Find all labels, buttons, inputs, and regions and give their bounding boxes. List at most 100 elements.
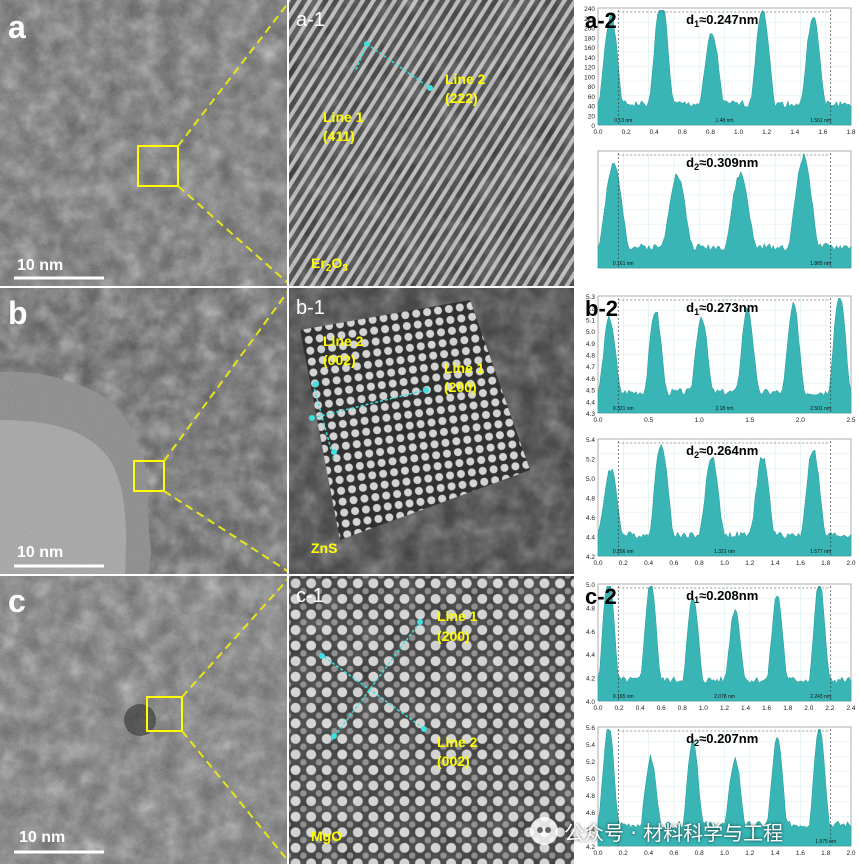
measure-readout: 0.161 nm [613, 261, 634, 267]
y-tick-label: 5.4 [586, 742, 595, 749]
x-tick-label: 0.8 [678, 705, 687, 712]
line1-name-b1: Line 1 [444, 360, 485, 376]
y-tick-label: 5.0 [586, 476, 595, 483]
measure-readout: 1.561 nm [810, 118, 831, 124]
measure-readout: 1.865 nm [810, 261, 831, 267]
line2-name-a1: Line 2 [445, 71, 486, 87]
line1-plane-a1: (411) [323, 128, 355, 144]
x-tick-label: 1.4 [771, 850, 780, 857]
y-tick-label: 4.8 [586, 496, 595, 503]
x-tick-label: 1.0 [720, 850, 729, 857]
panel-label-b: b [8, 295, 28, 331]
y-tick-label: 5.4 [586, 437, 595, 444]
x-tick-label: 1.4 [741, 705, 750, 712]
x-tick-label: 0.2 [615, 705, 624, 712]
profile-chart-c2-bottom: 5.6 5.4 5.2 5.0 4.8 4.6 4.4 4.20.0 0.2 0.4 0.6 0.8 1… [574, 719, 859, 864]
y-tick-label: 4.4 [586, 827, 595, 834]
d-spacing-label: d2≈0.309nm [686, 155, 758, 172]
x-tick-label: 2.2 [825, 705, 834, 712]
zoom-guide-b-top [163, 289, 290, 462]
x-tick-label: 1.0 [699, 705, 708, 712]
x-tick-label: 0.2 [622, 129, 631, 136]
y-tick-label: 4.3 [586, 411, 595, 418]
zoom-box-b [133, 460, 165, 492]
y-tick-label: 80 [588, 84, 596, 91]
x-tick-label: 1.8 [821, 850, 830, 857]
tem-panel-a [0, 0, 287, 286]
y-tick-label: 4.4 [586, 399, 595, 406]
line2-plane-c1: (002) [437, 753, 470, 769]
x-tick-label: 0.4 [644, 560, 653, 567]
y-tick-label: 20 [588, 113, 596, 120]
x-tick-label: 0.4 [650, 129, 659, 136]
x-tick-label: 0.0 [593, 560, 602, 567]
measure-readout: 1.48 nm [715, 118, 733, 124]
y-tick-label: 160 [584, 45, 595, 52]
scale-bar-label-c: 10 nm [19, 829, 65, 846]
measure-lines-c1 [319, 619, 427, 741]
row-c: c 10 nm c-1 Line 1 (200) Line 2 (002) Mg… [0, 576, 859, 864]
hrtem-panel-b1 [289, 288, 574, 574]
y-tick-label: 240 [584, 6, 595, 13]
profile-chart-c2-top: 5.0 4.8 4.6 4.4 4.2 4.00.0 0.2 0.4 0.6 0.8 1.0 1.2 1… [574, 576, 859, 719]
y-tick-label: 4.2 [586, 676, 595, 683]
measure-readout: 2.243 nm [810, 694, 831, 700]
x-tick-label: 1.2 [745, 850, 754, 857]
x-tick-label: 0.6 [678, 129, 687, 136]
x-tick-label: 1.2 [745, 560, 754, 567]
y-tick-label: 5.2 [586, 759, 595, 766]
measure-readout: 0.321 nm [613, 406, 634, 412]
x-tick-label: 2.5 [846, 417, 855, 424]
line2-plane-a1: (222) [445, 90, 478, 106]
y-tick-label: 5.0 [586, 582, 595, 589]
intensity-profile [597, 729, 852, 847]
tem-panel-c [0, 576, 287, 864]
line1-plane-c1: (200) [437, 628, 470, 644]
x-tick-label: 1.4 [790, 129, 799, 136]
zoom-box-a [137, 145, 179, 187]
x-tick-label: 2.0 [796, 417, 805, 424]
x-tick-label: 0.8 [695, 560, 704, 567]
row-b: b 10 nm b-1 Line 2 (002) Line 1 (200) Zn… [0, 288, 859, 574]
measure-readout: 0.13 nm [614, 118, 632, 124]
y-tick-label: 4.4 [586, 652, 595, 659]
y-tick-label: 40 [588, 104, 596, 111]
line1-name-a1: Line 1 [323, 109, 364, 125]
y-tick-label: 5.0 [586, 776, 595, 783]
intensity-profile [597, 586, 852, 702]
y-tick-label: 4.7 [586, 364, 595, 371]
y-tick-label: 4.6 [586, 376, 595, 383]
y-tick-label: 4.8 [586, 605, 595, 612]
x-tick-label: 1.2 [720, 705, 729, 712]
profile-chart-a2-bottom: 0.161 nm 1.865 nm d2≈0.309nm [574, 143, 859, 286]
hrtem-panel-a1 [289, 0, 574, 286]
d-spacing-label: d2≈0.264nm [686, 443, 758, 460]
x-tick-label: 1.6 [818, 129, 827, 136]
measure-readout: 2.18 nm [715, 406, 733, 412]
x-tick-label: 2.0 [846, 560, 855, 567]
y-tick-label: 200 [584, 26, 595, 33]
x-tick-label: 0.6 [669, 560, 678, 567]
x-tick-label: 0.2 [619, 560, 628, 567]
x-tick-label: 1.6 [796, 850, 805, 857]
zoom-box-c [146, 696, 183, 732]
profile-label-a2: a-2 [585, 8, 617, 33]
line2-plane-b1: (002) [323, 352, 356, 368]
x-tick-label: 0.8 [695, 850, 704, 857]
x-tick-label: 1.8 [846, 129, 855, 136]
x-tick-label: 1.4 [771, 560, 780, 567]
measure-readout: 1.321 nm [714, 549, 735, 555]
panel-label-c: c [8, 583, 26, 619]
scale-bar-label-a: 10 nm [17, 257, 63, 274]
scale-bar-label-b: 10 nm [17, 544, 63, 561]
hrtem-label-c1: c-1 [296, 585, 324, 607]
hrtem-label-b1: b-1 [296, 297, 325, 319]
material-label-a1: Er2O3 [311, 255, 348, 274]
x-tick-label: 1.0 [734, 129, 743, 136]
x-tick-label: 1.0 [695, 417, 704, 424]
measure-readout: 0.256 nm [613, 549, 634, 555]
x-tick-label: 0.6 [669, 850, 678, 857]
